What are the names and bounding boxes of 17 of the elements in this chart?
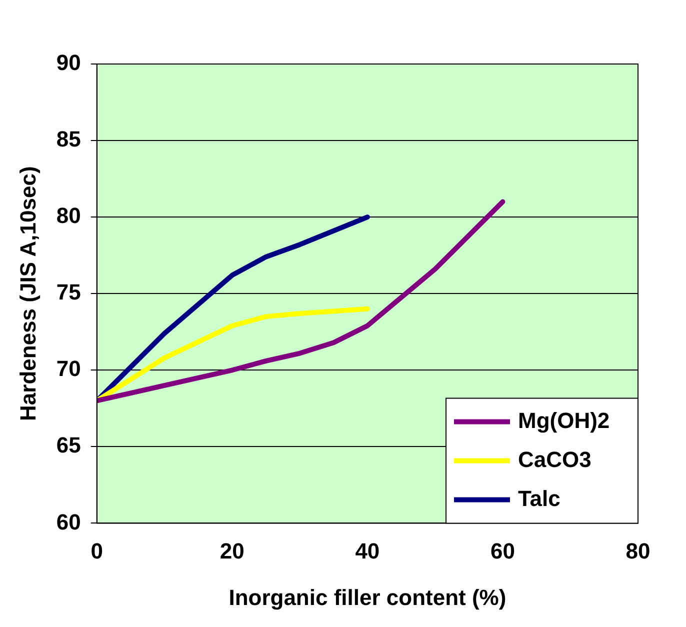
y-axis-title: Hardeness (JIS A,10sec) — [15, 166, 40, 421]
y-tick-label: 70 — [56, 356, 81, 382]
x-tick-label: 60 — [490, 538, 515, 564]
x-tick-label: 20 — [220, 538, 244, 564]
x-axis-title: Inorganic filler content (%) — [228, 584, 506, 610]
y-tick-label: 65 — [56, 432, 81, 458]
x-tick-label: 40 — [355, 538, 380, 564]
x-tick-label: 0 — [90, 538, 103, 564]
legend-label: CaCO3 — [518, 446, 592, 472]
legend-label: Talc — [518, 486, 560, 511]
legend-label: Mg(OH)2 — [518, 408, 610, 433]
x-tick-label: 80 — [626, 538, 650, 564]
y-tick-label: 80 — [56, 203, 81, 228]
y-tick-label: 75 — [56, 280, 81, 305]
y-tick-label: 90 — [56, 50, 81, 76]
y-tick-label: 85 — [56, 126, 81, 152]
y-tick-label: 60 — [56, 509, 81, 534]
